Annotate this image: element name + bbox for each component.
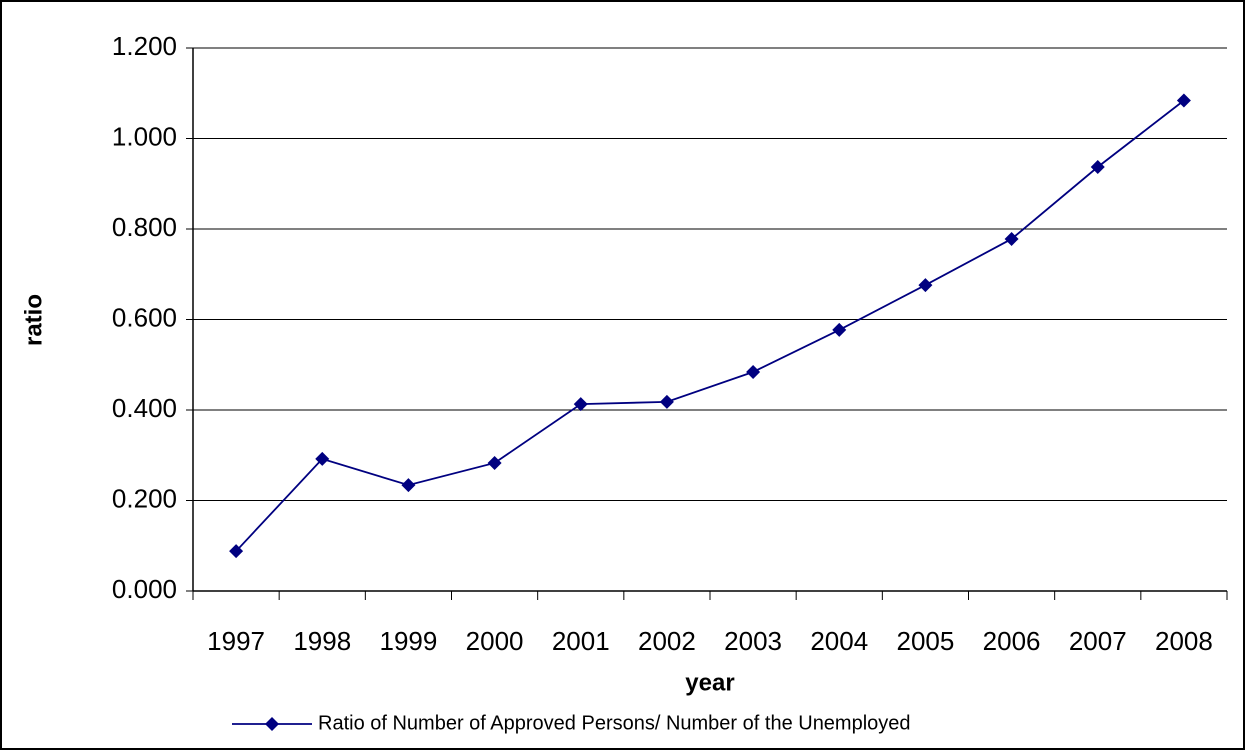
data-point [487, 455, 502, 470]
series-line [235, 99, 1185, 552]
x-tick-label: 1998 [293, 626, 351, 656]
x-tick-label: 2001 [552, 626, 610, 656]
data-point [832, 322, 847, 337]
y-tick-label: 0.400 [112, 393, 177, 423]
y-tick-label: 0.600 [112, 302, 177, 332]
x-tick-label: 2005 [896, 626, 954, 656]
y-tick-label: 0.800 [112, 212, 177, 242]
x-tick-label: 2008 [1155, 626, 1213, 656]
y-axis-title: ratio [20, 294, 47, 346]
data-point [918, 278, 933, 293]
x-tick-label: 2004 [810, 626, 868, 656]
data-point [746, 364, 761, 379]
x-tick-label: 2002 [638, 626, 696, 656]
data-point [659, 394, 674, 409]
x-axis-title: year [685, 669, 734, 696]
x-tick-label: 2007 [1069, 626, 1127, 656]
y-tick-label: 1.000 [112, 121, 177, 151]
data-point [1176, 93, 1191, 108]
x-tick-label: 2003 [724, 626, 782, 656]
legend-label: Ratio of Number of Approved Persons/ Num… [318, 712, 911, 734]
legend-marker [265, 717, 279, 731]
data-point [229, 544, 244, 559]
x-tick-label: 1999 [379, 626, 437, 656]
data-point [1090, 160, 1105, 175]
data-point [401, 478, 416, 493]
data-point [315, 451, 330, 466]
y-tick-label: 0.000 [112, 574, 177, 604]
x-tick-label: 2006 [983, 626, 1041, 656]
data-point [1004, 231, 1019, 246]
y-tick-label: 1.200 [112, 31, 177, 61]
y-tick-label: 0.200 [112, 483, 177, 513]
x-tick-label: 2000 [466, 626, 524, 656]
data-point [573, 397, 588, 412]
x-tick-label: 1997 [207, 626, 265, 656]
